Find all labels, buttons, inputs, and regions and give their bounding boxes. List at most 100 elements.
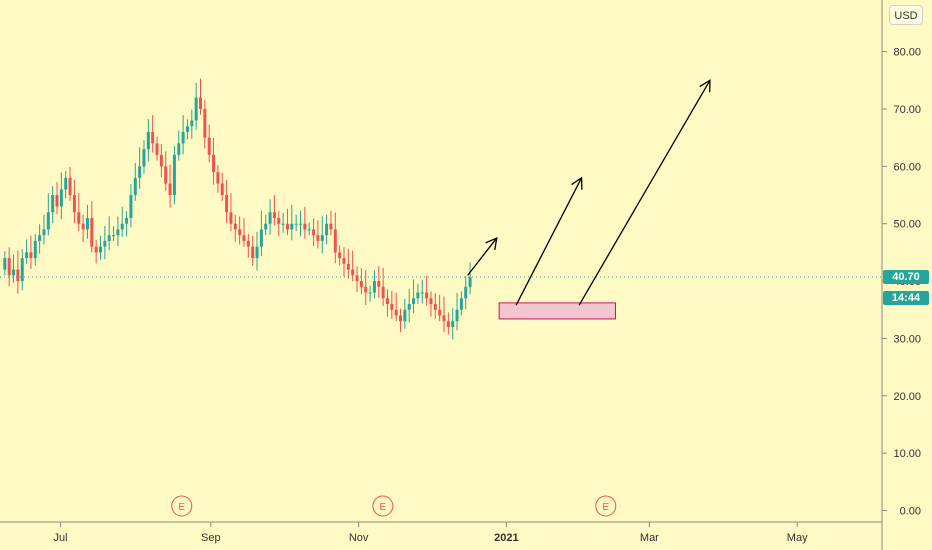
candle-body <box>372 281 376 293</box>
candle-body <box>320 235 324 241</box>
candle-body <box>129 195 133 218</box>
candle-body <box>333 229 337 253</box>
candle-body <box>190 120 194 127</box>
currency-button[interactable]: USD <box>889 5 923 25</box>
candle-body <box>342 258 346 264</box>
candle-body <box>268 212 272 224</box>
arrow-head <box>571 176 583 190</box>
candle-body <box>94 246 98 253</box>
candle-body <box>120 223 124 230</box>
x-tick-label: Mar <box>640 532 659 544</box>
candle-body <box>146 131 150 150</box>
candle-body <box>242 235 246 241</box>
candle-body <box>133 177 137 196</box>
candle-body <box>416 292 420 299</box>
candle-body <box>468 277 472 287</box>
candle-body <box>364 286 368 293</box>
candle-body <box>77 212 81 224</box>
earnings-label: E <box>380 502 387 513</box>
candle-body <box>259 229 263 247</box>
candle-body <box>125 217 129 224</box>
candle-body <box>451 321 455 327</box>
candle-body <box>442 315 446 322</box>
candle-body <box>81 223 85 230</box>
candle-body <box>85 217 89 230</box>
earnings-event-icon: E <box>595 495 617 517</box>
candle-body <box>285 223 289 230</box>
candle-body <box>207 137 211 155</box>
arrow-head <box>485 236 498 251</box>
y-tick-label: 80.00 <box>893 47 921 59</box>
candle-body <box>299 223 303 225</box>
x-tick-label: Jul <box>54 532 68 544</box>
candle-body <box>459 298 463 310</box>
candle-body <box>246 240 250 247</box>
candle-body <box>238 229 242 236</box>
x-tick-label: May <box>787 532 808 544</box>
candle-body <box>316 235 320 241</box>
candle-body <box>51 195 55 213</box>
y-tick-label: 60.00 <box>893 161 921 173</box>
candle-body <box>107 235 111 241</box>
candle-body <box>3 258 7 270</box>
earnings-label: E <box>178 502 185 513</box>
candle-body <box>272 212 276 218</box>
candle-body <box>446 321 450 327</box>
y-tick-label: 70.00 <box>893 104 921 116</box>
candle-body <box>294 223 298 225</box>
candle-body <box>407 304 411 310</box>
candle-body <box>433 304 437 310</box>
earnings-circle <box>595 495 617 517</box>
projection-arrow <box>515 176 583 306</box>
candle-body <box>420 292 424 294</box>
candle-body <box>203 108 207 138</box>
candle-body <box>277 217 281 224</box>
arrow-head <box>699 79 711 93</box>
candle-body <box>464 286 468 299</box>
candle-body <box>281 223 285 225</box>
candle-body <box>159 154 163 167</box>
projection-arrow <box>467 236 498 276</box>
candle-body <box>303 223 307 230</box>
y-tick-label: 50.00 <box>893 219 921 231</box>
candle-body <box>181 131 185 144</box>
candle-body <box>325 223 329 236</box>
candle-body <box>346 263 350 270</box>
last-price-label: 40.70 <box>883 270 929 285</box>
candle-body <box>438 309 442 316</box>
support-zone-rectangle <box>498 302 616 320</box>
candle-body <box>216 172 220 184</box>
earnings-circle <box>171 495 193 517</box>
candle-body <box>90 217 94 247</box>
candle-body <box>164 166 168 184</box>
candle-body <box>355 275 359 282</box>
candle-body <box>38 235 42 241</box>
candle-body <box>168 183 172 196</box>
candle-body <box>12 269 16 276</box>
candle-body <box>103 240 107 247</box>
candle-body <box>33 240 37 259</box>
earnings-label: E <box>602 502 609 513</box>
candle-body <box>142 149 146 167</box>
x-tick-label: Nov <box>349 532 369 544</box>
candle-body <box>412 298 416 305</box>
arrow-shaft <box>578 79 711 306</box>
candle-body <box>255 246 259 259</box>
candle-body <box>199 97 203 109</box>
candle-body <box>455 309 459 322</box>
candle-body <box>385 298 389 305</box>
y-tick-label: 30.00 <box>893 333 921 345</box>
candle-body <box>359 281 363 287</box>
candle-body <box>290 223 294 230</box>
candle-body <box>212 154 216 173</box>
arrow-shaft <box>515 177 583 306</box>
candle-body <box>151 131 155 144</box>
candle-body <box>7 258 11 276</box>
candle-body <box>399 315 403 322</box>
countdown-label: 14:44 <box>883 291 929 306</box>
earnings-event-icon: E <box>171 495 193 517</box>
candle-body <box>42 229 46 236</box>
candle-body <box>329 223 333 230</box>
candle-body <box>312 229 316 236</box>
